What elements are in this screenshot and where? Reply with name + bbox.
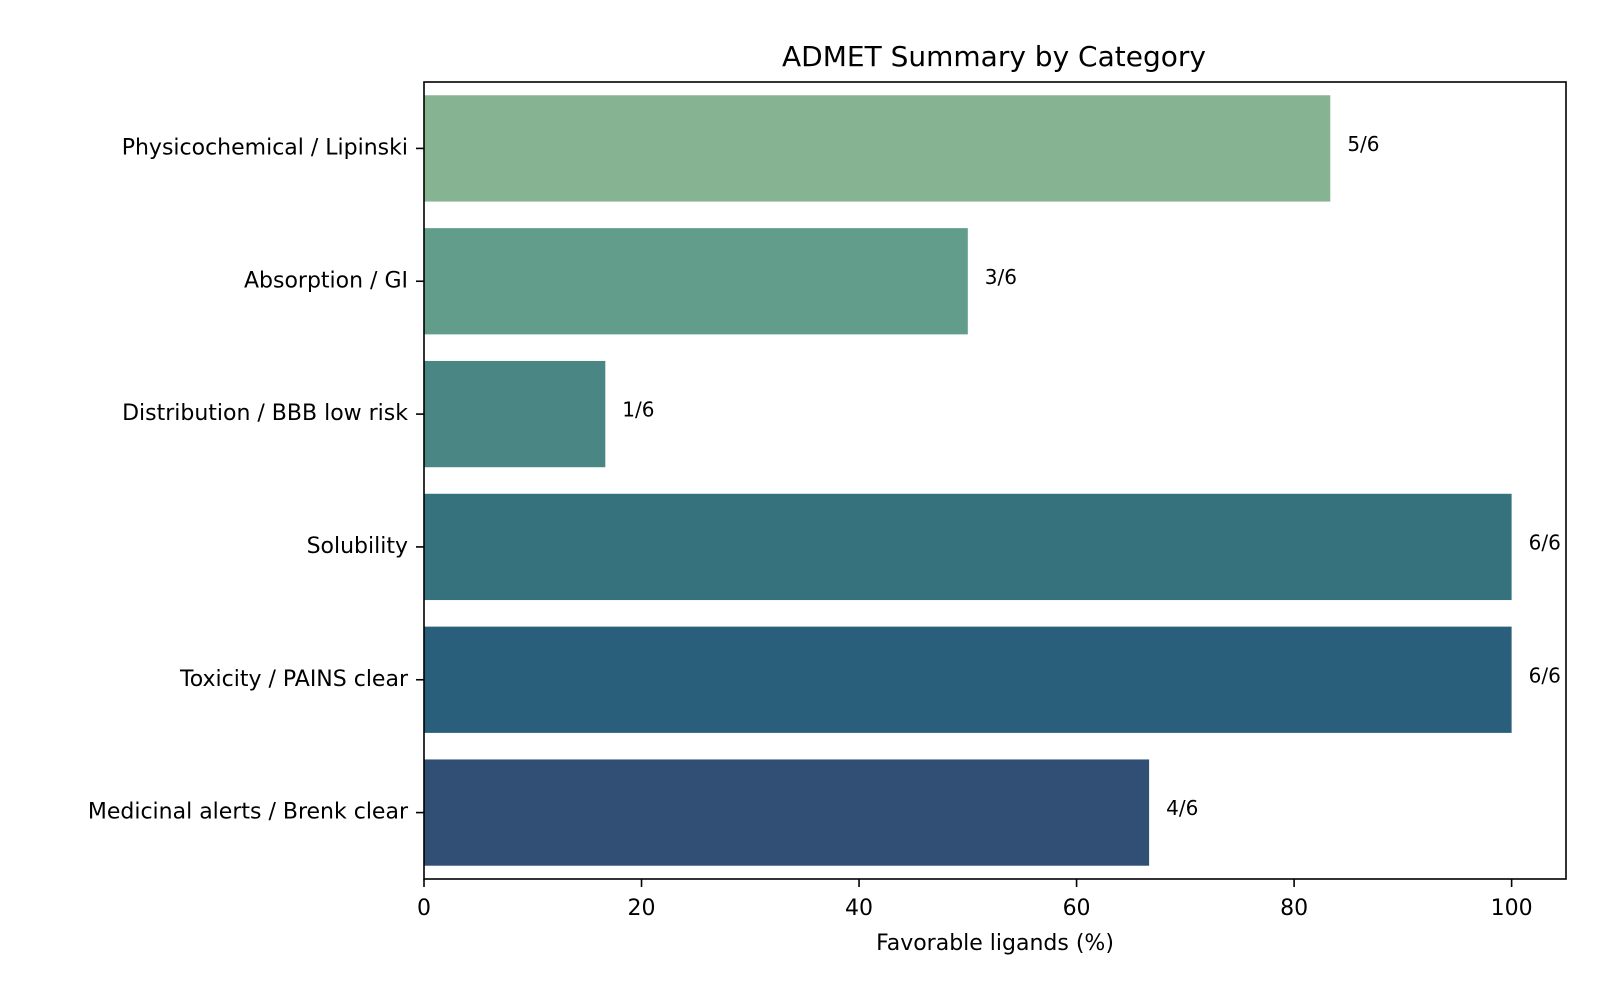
data-label-4: 6/6: [1529, 663, 1561, 687]
x-axis-label: Favorable ligands (%): [876, 931, 1114, 956]
x-tick-label-5: 100: [1491, 896, 1533, 921]
x-axis-ticks: 0 20 40 60 80 100: [417, 879, 1533, 921]
y-tick-label-4: Toxicity / PAINS clear: [179, 667, 409, 692]
bar-3: [424, 493, 1512, 601]
data-label-5: 4/6: [1166, 796, 1198, 820]
bar-5: [424, 759, 1150, 866]
chart-title: ADMET Summary by Category: [782, 40, 1206, 73]
y-tick-label-2: Distribution / BBB low risk: [122, 401, 408, 426]
data-label-1: 3/6: [985, 265, 1017, 289]
x-tick-label-1: 20: [628, 896, 656, 921]
bar-4: [424, 626, 1512, 733]
y-tick-label-5: Medicinal alerts / Brenk clear: [88, 800, 409, 825]
x-tick-label-3: 60: [1063, 896, 1091, 921]
bar-2: [424, 360, 606, 468]
data-label-2: 1/6: [622, 398, 654, 422]
bars-layer: [424, 95, 1512, 866]
y-tick-label-0: Physicochemical / Lipinski: [122, 135, 408, 160]
data-label-0: 5/6: [1347, 132, 1379, 156]
bar-1: [424, 228, 968, 335]
plot-frame: [423, 81, 1567, 880]
y-tick-label-1: Absorption / GI: [244, 268, 408, 293]
bar-0: [424, 95, 1331, 202]
x-tick-label-2: 40: [845, 896, 873, 921]
y-axis-ticks: Physicochemical / Lipinski Absorption / G…: [88, 135, 424, 825]
x-tick-label-4: 80: [1280, 896, 1308, 921]
y-tick-label-3: Solubility: [307, 534, 408, 559]
data-labels-layer: 5/6 3/6 1/6 6/6 6/6 4/6: [622, 132, 1561, 820]
x-tick-label-0: 0: [417, 896, 431, 921]
data-label-3: 6/6: [1529, 530, 1561, 554]
